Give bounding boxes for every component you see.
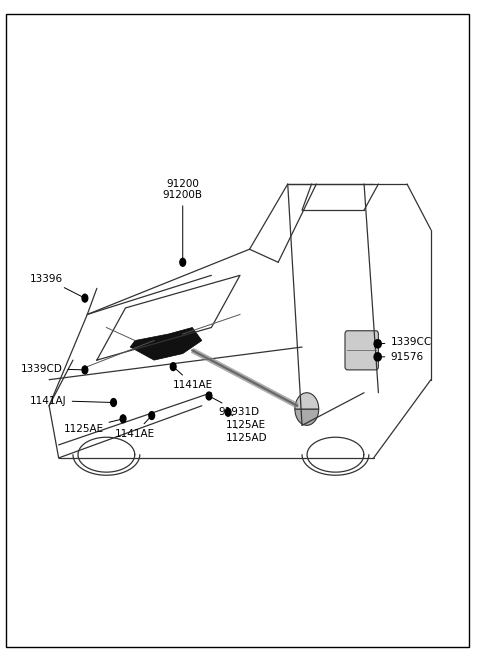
- Text: 91200
91200B: 91200 91200B: [163, 179, 203, 259]
- Circle shape: [206, 392, 212, 400]
- Circle shape: [374, 340, 380, 348]
- Circle shape: [82, 294, 88, 302]
- FancyBboxPatch shape: [345, 331, 378, 370]
- Text: 1141AE: 1141AE: [115, 418, 155, 439]
- Text: 91576: 91576: [381, 352, 423, 362]
- Text: 1339CD: 1339CD: [21, 364, 82, 373]
- Text: 1339CC: 1339CC: [381, 337, 432, 347]
- Circle shape: [82, 366, 88, 374]
- Circle shape: [225, 408, 231, 416]
- Text: 91931D: 91931D: [211, 398, 260, 417]
- Circle shape: [375, 340, 381, 348]
- Wedge shape: [295, 393, 319, 409]
- Polygon shape: [130, 328, 202, 360]
- Circle shape: [149, 411, 155, 419]
- Circle shape: [180, 258, 186, 266]
- Wedge shape: [295, 409, 319, 425]
- Circle shape: [374, 353, 380, 361]
- Text: 13396: 13396: [30, 274, 83, 297]
- Text: 1141AE: 1141AE: [173, 369, 213, 390]
- Circle shape: [375, 353, 381, 361]
- Text: 1125AE: 1125AE: [63, 419, 120, 434]
- Text: 1141AJ: 1141AJ: [30, 396, 111, 405]
- Circle shape: [120, 415, 126, 422]
- Circle shape: [111, 399, 116, 406]
- Text: 1125AD: 1125AD: [226, 427, 267, 443]
- Text: 1125AE: 1125AE: [226, 414, 266, 430]
- Circle shape: [170, 363, 176, 371]
